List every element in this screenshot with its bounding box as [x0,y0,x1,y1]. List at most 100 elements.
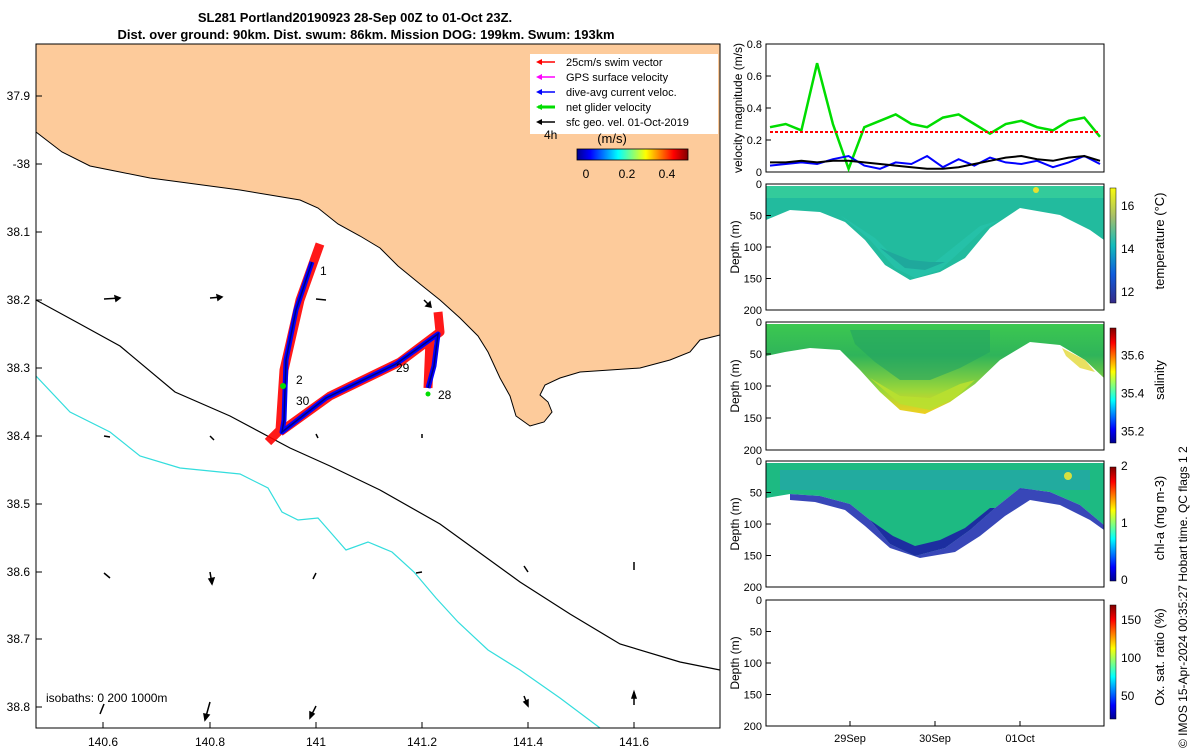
velocity-ytick-label: 0.6 [747,71,762,83]
credit-text: © IMOS 15-Apr-2024 00:35:27 Hobart time.… [1176,446,1190,748]
map-legend: 25cm/s swim vector GPS surface velocity di… [530,54,718,134]
velocity-series-line [769,62,1101,173]
oxygen-ytick-label: 200 [744,721,762,733]
legend-label: net glider velocity [566,102,651,114]
temperature-colorbar-label: temperature (°C) [1152,193,1167,290]
isobath-200m [36,299,720,671]
velocity-ytick-label: 0.2 [747,135,762,147]
map-ytick-label: 37.9 [7,89,31,103]
legend-arrowhead [536,89,542,95]
velocity-ytick-label: 0.4 [747,103,762,115]
map-colorbar-tick: 0.4 [659,167,676,181]
legend-arrowhead [536,119,542,125]
isobaths-label: isobaths: 0 200 1000m [46,691,167,705]
velocity-series-line [770,154,1101,170]
map-ytick-label: 38.6 [7,565,31,579]
chlorophyll-ytick-label: 0 [756,456,762,468]
map-xtick-label: 140.8 [195,735,225,749]
temperature-colorbar-tick: 14 [1121,242,1135,256]
day-label: 2 [296,373,303,387]
map-xtick-label: 140.6 [88,735,118,749]
map-xtick-label: 141.6 [619,735,649,749]
temperature-ytick-label: 0 [756,179,762,191]
colorbar-unit-label: (m/s) [597,131,627,146]
map-xtick-label: 141.2 [407,735,437,749]
map-ytick-label: 38.2 [7,293,31,307]
map-colorbar-tick: 0.2 [619,167,636,181]
oxygen-ytick-label: 0 [756,595,762,607]
legend-label: GPS surface velocity [566,72,669,84]
oxygen-colorbar-label: Ox. sat. ratio (%) [1152,608,1167,706]
map-ytick-label: 38.3 [7,361,31,375]
salinity-ytick-label: 0 [756,317,762,329]
salinity-ylabel: Depth (m) [728,359,742,412]
land-mass [36,44,720,427]
oxygen-colorbar-tick: 50 [1121,689,1135,703]
isobath-1000m [36,375,601,728]
day-label: 29 [396,361,410,375]
temperature-colorbar-tick: 16 [1121,199,1135,213]
chlorophyll-colorbar-tick: 1 [1121,516,1128,530]
oxygen-ytick-label: 100 [744,658,762,670]
temperature-ytick-label: 100 [744,242,762,254]
salinity-ytick-label: 100 [744,381,762,393]
temperature-panel: 0 50 100 150 200 Depth (m) [728,179,1117,317]
oxygen-colorbar-tick: 150 [1121,613,1141,627]
legend-arrowhead [536,104,542,110]
glider-track [264,242,445,446]
velocity-panel: 0 0.2 0.4 0.6 0.8 velocity magnitude (m/s) [731,39,1105,179]
temperature-colorbar-tick: 12 [1121,285,1135,299]
chlorophyll-colorbar-tick: 0 [1121,573,1128,587]
day-label: 28 [438,388,452,402]
map-ytick-label: 38.4 [7,429,31,443]
oxygen-panel: 0 50 100 150 200 Depth (m) [728,595,1117,733]
oxygen-colorbar-tick: 100 [1121,651,1141,665]
legend-arrowhead [536,59,542,65]
temperature-colorbar [1109,187,1117,304]
salinity-ytick-label: 200 [744,445,762,457]
map-ytick-label: 38.7 [7,632,31,646]
salinity-ytick-label: 150 [744,413,762,425]
salinity-colorbar-label: salinity [1152,360,1167,400]
oxygen-ytick-label: 150 [744,690,762,702]
velocity-ytick-label: 0.8 [747,39,762,51]
day-label: 1 [320,264,327,278]
map-frame [35,43,721,729]
map-xtick-label: 141 [306,735,326,749]
map-colorbar-tick: 0 [583,167,590,181]
chlorophyll-ytick-label: 200 [744,582,762,594]
velocity-ylabel: velocity magnitude (m/s) [731,43,745,173]
salinity-colorbar-tick: 35.6 [1121,349,1145,363]
speed-colorbar [576,148,689,161]
map-xtick-label: 141.4 [513,735,543,749]
temperature-ytick-label: 150 [744,274,762,286]
map-ytick-label: -38 [13,157,31,171]
chlorophyll-ylabel: Depth (m) [728,497,742,550]
velocity-ytick-label: 0 [756,167,762,179]
temperature-ytick-label: 50 [750,211,762,223]
salinity-colorbar-tick: 35.4 [1121,387,1145,401]
interval-label: 4h [544,128,557,142]
temperature-ytick-label: 200 [744,305,762,317]
chlorophyll-panel: 0 50 100 150 200 Depth (m) [728,456,1117,594]
chlorophyll-colorbar [1109,466,1117,582]
temperature-ylabel: Depth (m) [728,220,742,273]
map-ytick-label: 38.5 [7,497,31,511]
chlorophyll-colorbar-tick: 2 [1121,459,1128,473]
oxygen-ylabel: Depth (m) [728,636,742,689]
salinity-ytick-label: 50 [750,349,762,361]
day-label: 30 [296,394,310,408]
salinity-panel: 0 50 100 150 200 Depth (m) [728,317,1117,457]
chlorophyll-ytick-label: 100 [744,519,762,531]
legend-label: 25cm/s swim vector [566,57,663,69]
chlorophyll-colorbar-label: chl-a (mg m-3) [1152,476,1167,561]
map-ytick-label: 38.1 [7,225,31,239]
chlorophyll-ytick-label: 150 [744,551,762,563]
time-tick-label: 29Sep [834,733,866,745]
salinity-colorbar-tick: 35.2 [1121,425,1145,439]
chart-title-line2: Dist. over ground: 90km. Dist. swum: 86k… [117,27,615,42]
oxygen-ytick-label: 50 [750,627,762,639]
map-panel: 25cm/s swim vector GPS surface velocity di… [7,43,721,749]
legend-label: dive-avg current veloc. [566,87,677,99]
time-tick-label: 30Sep [919,733,951,745]
